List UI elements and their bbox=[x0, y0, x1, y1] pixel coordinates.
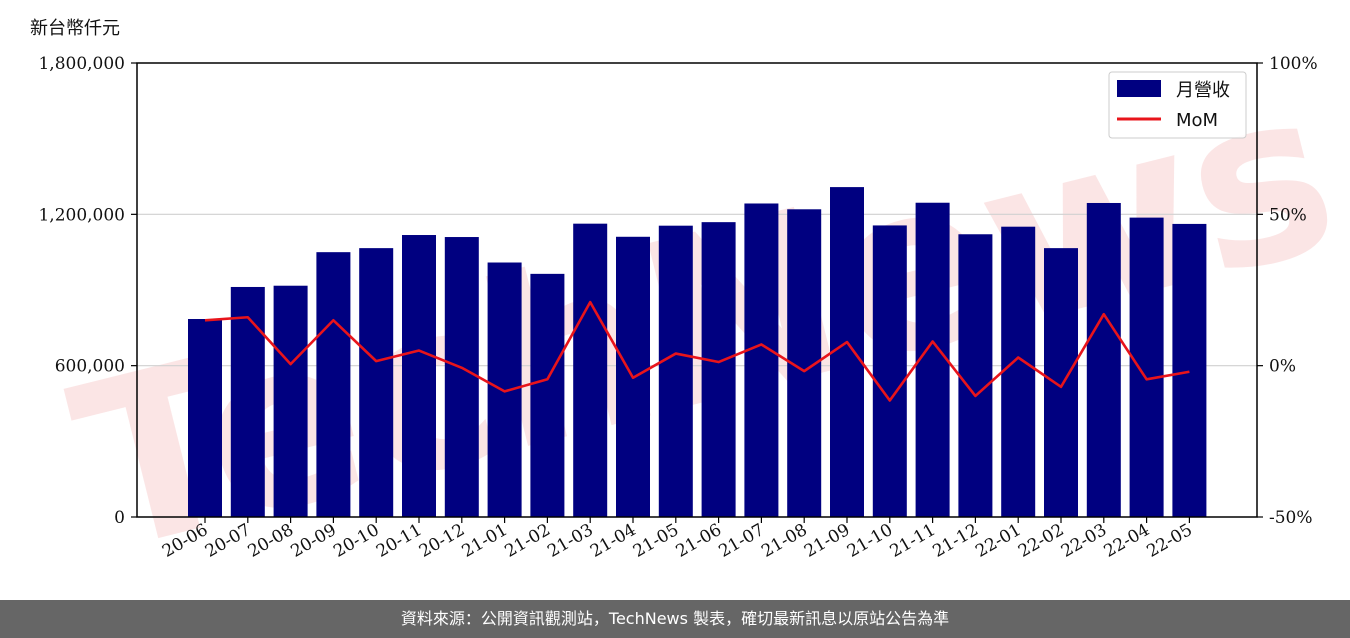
revenue-chart: TechNews 0600,0001,200,0001,800,000-50%0… bbox=[38, 36, 1350, 600]
x-tick-label: 21-08 bbox=[758, 520, 810, 562]
y-left-tick-label: 1,200,000 bbox=[38, 205, 125, 225]
bar-21-11 bbox=[915, 202, 950, 517]
x-tick-label: 21-03 bbox=[544, 520, 596, 562]
x-tick-label: 22-05 bbox=[1143, 520, 1195, 562]
legend-label-revenue: 月營收 bbox=[1176, 80, 1230, 101]
legend-label-mom: MoM bbox=[1176, 110, 1218, 131]
x-tick-label: 22-04 bbox=[1101, 520, 1153, 562]
legend: 月營收 MoM bbox=[1108, 71, 1247, 139]
bar-21-01 bbox=[487, 262, 522, 517]
plot-frame bbox=[136, 62, 1258, 518]
legend-bar-swatch bbox=[1117, 80, 1161, 97]
bar-21-10 bbox=[872, 225, 907, 518]
x-tick-label: 21-07 bbox=[715, 520, 767, 562]
bar-21-06 bbox=[701, 222, 736, 517]
y-right-tick-label: -50% bbox=[1269, 508, 1313, 528]
x-tick-label: 21-04 bbox=[587, 520, 639, 562]
y-left-tick-label: 1,800,000 bbox=[38, 54, 125, 74]
x-tick-label: 21-12 bbox=[929, 520, 981, 562]
x-tick-label: 22-02 bbox=[1015, 520, 1067, 562]
bar-21-05 bbox=[658, 225, 693, 517]
y-axis-unit-label: 新台幣仟元 bbox=[30, 18, 120, 39]
bar-20-12 bbox=[444, 237, 479, 518]
bar-20-10 bbox=[359, 248, 394, 517]
bar-20-07 bbox=[230, 286, 265, 517]
bar-20-09 bbox=[316, 252, 351, 517]
x-tick-label: 21-11 bbox=[887, 520, 939, 562]
bar-22-01 bbox=[1001, 226, 1036, 518]
bar-21-02 bbox=[530, 273, 565, 517]
y-left-tick-label: 600,000 bbox=[55, 357, 125, 377]
bar-21-09 bbox=[830, 187, 864, 518]
mom-line-series bbox=[204, 300, 1190, 402]
source-footer: 資料來源：公開資訊觀測站，TechNews 製表，確切最新訊息以原站公告為準 bbox=[0, 600, 1350, 638]
mom-line bbox=[204, 300, 1190, 402]
bar-21-07 bbox=[744, 203, 779, 517]
y-right-tick-label: 0% bbox=[1269, 357, 1296, 377]
y-right-tick-label: 50% bbox=[1269, 205, 1307, 225]
bar-22-05 bbox=[1172, 223, 1207, 517]
x-tick-label: 21-06 bbox=[673, 520, 725, 562]
bar-22-04 bbox=[1129, 217, 1164, 517]
bar-21-03 bbox=[573, 223, 608, 517]
x-tick-label: 21-10 bbox=[844, 520, 896, 562]
bar-20-06 bbox=[188, 319, 222, 517]
bar-series bbox=[188, 187, 1207, 518]
x-tick-label: 22-01 bbox=[972, 520, 1024, 562]
bar-21-12 bbox=[958, 234, 993, 517]
bar-20-08 bbox=[273, 285, 308, 517]
y-right-tick-label: 100% bbox=[1269, 54, 1318, 74]
bar-22-03 bbox=[1086, 202, 1121, 517]
x-tick-label: 21-01 bbox=[459, 520, 511, 562]
y-left-tick-label: 0 bbox=[114, 508, 125, 528]
bar-20-11 bbox=[402, 235, 436, 517]
bar-22-02 bbox=[1044, 248, 1078, 517]
x-tick-label: 22-03 bbox=[1058, 520, 1110, 562]
x-tick-label: 21-05 bbox=[630, 520, 682, 562]
x-tick-label: 21-02 bbox=[501, 520, 553, 562]
x-tick-label: 21-09 bbox=[801, 520, 853, 562]
